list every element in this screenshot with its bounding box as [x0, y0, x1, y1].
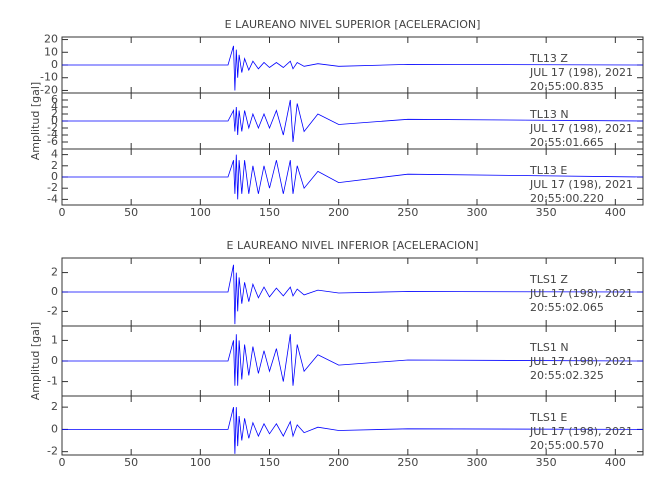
- x-tick-label: 250: [397, 456, 418, 469]
- x-tick-label: 100: [190, 456, 211, 469]
- y-tick-label: 0: [51, 114, 58, 127]
- y-tick-label: -4: [47, 128, 58, 141]
- panel-frame: [61, 395, 644, 456]
- y-tick-label: 2: [51, 107, 58, 120]
- x-tick-label: 50: [124, 206, 138, 219]
- y-tick-label: -2: [47, 445, 58, 458]
- x-tick-label: 300: [467, 456, 488, 469]
- date-label: JUL 17 (198), 2021: [529, 355, 633, 368]
- waveform: [62, 154, 644, 200]
- y-tick-label: 4: [51, 100, 58, 113]
- station-label: TLS1 N: [529, 341, 569, 354]
- time-label: 20:55:02.065: [530, 301, 604, 314]
- y-axis-label: Amplitud [gal]: [29, 322, 42, 400]
- time-label: 20:55:00.220: [530, 192, 604, 205]
- station-label: TL13 Z: [529, 52, 568, 65]
- x-tick-label: 350: [536, 206, 557, 219]
- x-tick-label: 100: [190, 206, 211, 219]
- time-label: 20:55:02.325: [530, 369, 604, 382]
- x-tick-label: 400: [605, 456, 626, 469]
- y-tick-label: -2: [47, 304, 58, 317]
- x-tick-label: 200: [328, 456, 349, 469]
- station-label: TL13 N: [529, 108, 569, 121]
- y-tick-label: 2: [51, 266, 58, 279]
- y-tick-label: 0: [51, 58, 58, 71]
- waveform: [62, 407, 644, 454]
- y-tick-label: 20: [44, 33, 58, 46]
- waveform: [62, 334, 644, 386]
- y-tick-label: 0: [51, 354, 58, 367]
- y-tick-label: 2: [51, 159, 58, 172]
- y-tick-label: -2: [47, 121, 58, 134]
- date-label: JUL 17 (198), 2021: [529, 122, 633, 135]
- x-tick-label: 50: [124, 456, 138, 469]
- y-tick-label: 0: [51, 285, 58, 298]
- x-tick-label: 0: [59, 206, 66, 219]
- time-label: 20:55:01.665: [530, 136, 604, 149]
- y-tick-label: 1: [51, 333, 58, 346]
- y-tick-label: -20: [40, 83, 58, 96]
- x-tick-label: 150: [259, 456, 280, 469]
- date-label: JUL 17 (198), 2021: [529, 425, 633, 438]
- station-label: TLS1 E: [529, 411, 567, 424]
- y-tick-label: -2: [47, 181, 58, 194]
- y-tick-label: -1: [47, 375, 58, 388]
- x-tick-label: 250: [397, 206, 418, 219]
- x-tick-label: 150: [259, 206, 280, 219]
- station-label: TL13 E: [529, 164, 567, 177]
- y-tick-label: 0: [51, 170, 58, 183]
- panel-title: E LAUREANO NIVEL INFERIOR [ACELERACION]: [227, 239, 479, 252]
- date-label: JUL 17 (198), 2021: [529, 287, 633, 300]
- y-tick-label: 10: [44, 45, 58, 58]
- x-tick-label: 200: [328, 206, 349, 219]
- y-tick-label: 0: [51, 422, 58, 435]
- y-tick-label: 6: [51, 93, 58, 106]
- x-tick-label: 0: [59, 456, 66, 469]
- x-tick-label: 350: [536, 456, 557, 469]
- y-tick-label: -4: [47, 192, 58, 205]
- waveform: [62, 99, 644, 143]
- station-label: TLS1 Z: [529, 273, 568, 286]
- y-axis-label: Amplitud [gal]: [29, 82, 42, 160]
- waveform: [62, 45, 644, 91]
- y-tick-label: -6: [47, 135, 58, 148]
- x-tick-label: 400: [605, 206, 626, 219]
- date-label: JUL 17 (198), 2021: [529, 66, 633, 79]
- y-tick-label: 2: [51, 400, 58, 413]
- waveform: [62, 264, 644, 325]
- panel-title: E LAUREANO NIVEL SUPERIOR [ACELERACION]: [225, 18, 481, 31]
- y-tick-label: 4: [51, 148, 58, 161]
- time-label: 20:55:00.570: [530, 439, 604, 452]
- x-tick-label: 300: [467, 206, 488, 219]
- date-label: JUL 17 (198), 2021: [529, 178, 633, 191]
- y-tick-label: -10: [40, 71, 58, 84]
- time-label: 20:55:00.835: [530, 80, 604, 93]
